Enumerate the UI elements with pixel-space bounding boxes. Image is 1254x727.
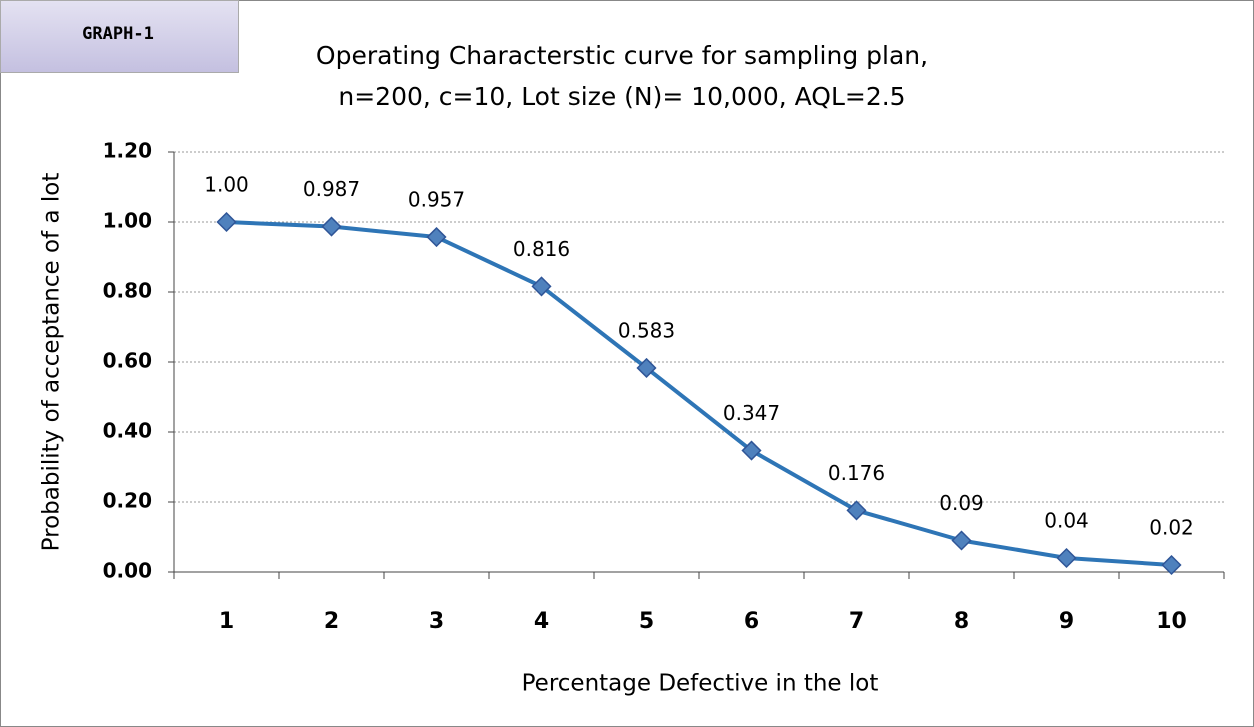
y-tick-label: 0.60 xyxy=(103,349,152,373)
data-label: 0.816 xyxy=(513,237,570,261)
data-point xyxy=(636,357,657,379)
y-axis-label: Probability of acceptance of a lot xyxy=(39,173,65,552)
data-label: 0.176 xyxy=(828,461,885,485)
data-label: 0.09 xyxy=(939,491,984,515)
chart-subtitle: n=200, c=10, Lot size (N)= 10,000, AQL=2… xyxy=(338,82,905,111)
x-axis-label: Percentage Defective in the lot xyxy=(522,671,879,697)
x-tick-label: 4 xyxy=(534,609,549,634)
x-tick-label: 3 xyxy=(429,609,444,634)
y-tick-label: 1.20 xyxy=(103,139,152,163)
data-label: 1.00 xyxy=(204,173,249,197)
data-point xyxy=(846,500,867,521)
data-line xyxy=(226,220,1172,567)
y-tick-label: 0.40 xyxy=(103,419,152,443)
x-tick-label: 7 xyxy=(849,609,864,634)
badge: GRAPH-1 xyxy=(82,24,154,44)
x-tick-label: 1 xyxy=(219,609,234,634)
x-tick-label: 8 xyxy=(954,609,969,634)
data-point xyxy=(321,216,342,237)
data-point xyxy=(426,226,447,248)
data-label: 0.02 xyxy=(1149,516,1194,540)
y-tick-label: 0.00 xyxy=(103,559,152,583)
data-label: 0.583 xyxy=(618,318,675,342)
data-point xyxy=(1056,547,1077,569)
x-tick-label: 10 xyxy=(1156,609,1187,634)
data-point xyxy=(531,276,552,297)
badge-box xyxy=(0,0,239,73)
data-label: 0.987 xyxy=(303,177,360,201)
data-label: 0.957 xyxy=(408,188,465,212)
data-point xyxy=(1161,554,1182,576)
x-tick-label: 2 xyxy=(324,609,339,634)
x-tick-label: 9 xyxy=(1059,609,1074,634)
data-label: 0.347 xyxy=(723,401,780,425)
y-tick-label: 0.20 xyxy=(103,489,152,513)
data-label: 0.04 xyxy=(1044,509,1089,533)
y-tick-label: 0.80 xyxy=(103,279,152,303)
y-tick-label: 1.00 xyxy=(103,209,152,233)
data-point xyxy=(741,440,762,461)
x-tick-label: 6 xyxy=(744,609,759,634)
x-tick-label: 5 xyxy=(639,609,654,634)
data-point xyxy=(951,530,972,551)
chart-title: Operating Characterstic curve for sampli… xyxy=(316,41,928,70)
data-point xyxy=(216,211,237,233)
